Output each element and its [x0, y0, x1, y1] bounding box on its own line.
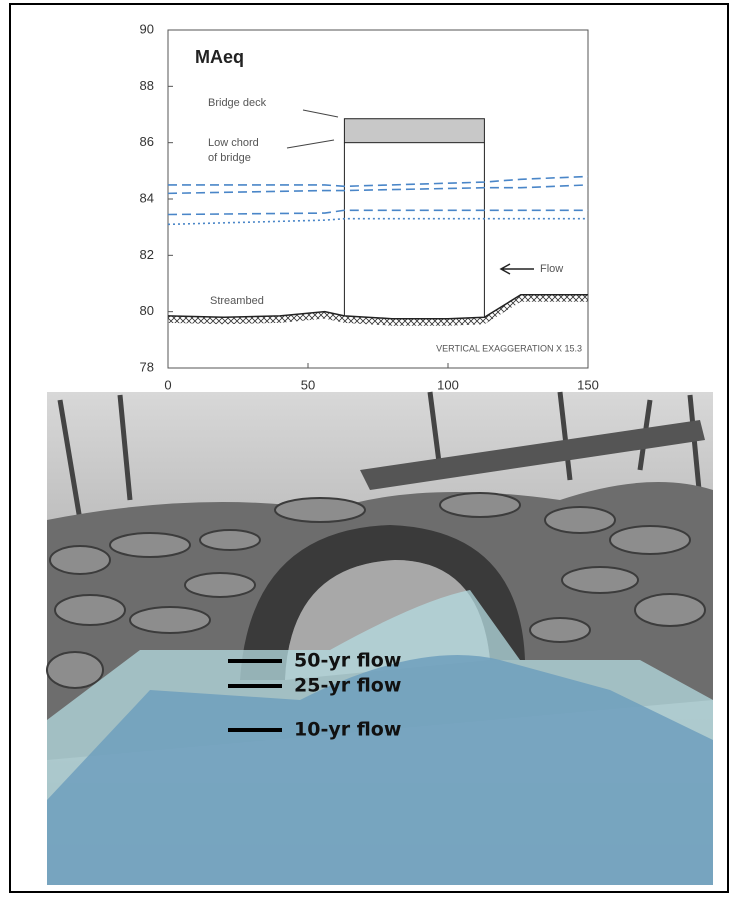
y-tick-label: 80 — [140, 303, 154, 318]
water-surface-line — [168, 185, 588, 193]
flow-label: 25-yr flow — [294, 675, 401, 697]
water-surface-line — [168, 210, 588, 214]
x-tick-label: 0 — [164, 377, 171, 392]
photo: 50-yr flow 25-yr flow 10-yr flow — [47, 392, 713, 885]
x-tick-label: 50 — [301, 377, 315, 392]
annotation: VERTICAL EXAGGERATION X 15.3 — [436, 343, 582, 353]
annotation: Streambed — [210, 295, 264, 307]
leader — [287, 140, 334, 148]
chart-title: MAeq — [195, 47, 244, 67]
flow-label: 50-yr flow — [294, 650, 401, 672]
x-tick-label: 100 — [437, 377, 459, 392]
y-tick-label: 90 — [140, 21, 154, 36]
flow-label: 10-yr flow — [294, 719, 401, 741]
y-tick-label: 86 — [140, 134, 154, 149]
bridge-deck — [344, 119, 484, 143]
x-tick-label: 150 — [577, 377, 599, 392]
y-tick-label: 84 — [140, 190, 154, 205]
annotation: Bridge deck — [208, 97, 267, 109]
y-tick-label: 82 — [140, 247, 154, 262]
water-surface-line — [168, 219, 588, 225]
chart: MAeq Bridge deck Low chord of bridge Flo… — [140, 21, 599, 392]
annotation: of bridge — [208, 152, 251, 164]
annotation: Flow — [540, 263, 563, 275]
y-tick-label: 78 — [140, 359, 154, 374]
annotation: Low chord — [208, 137, 259, 149]
y-tick-label: 88 — [140, 78, 154, 93]
leader — [303, 110, 338, 117]
flow-arrow — [501, 264, 534, 274]
figure: MAeq Bridge deck Low chord of bridge Flo… — [0, 0, 733, 897]
water-surface-line — [168, 176, 588, 186]
